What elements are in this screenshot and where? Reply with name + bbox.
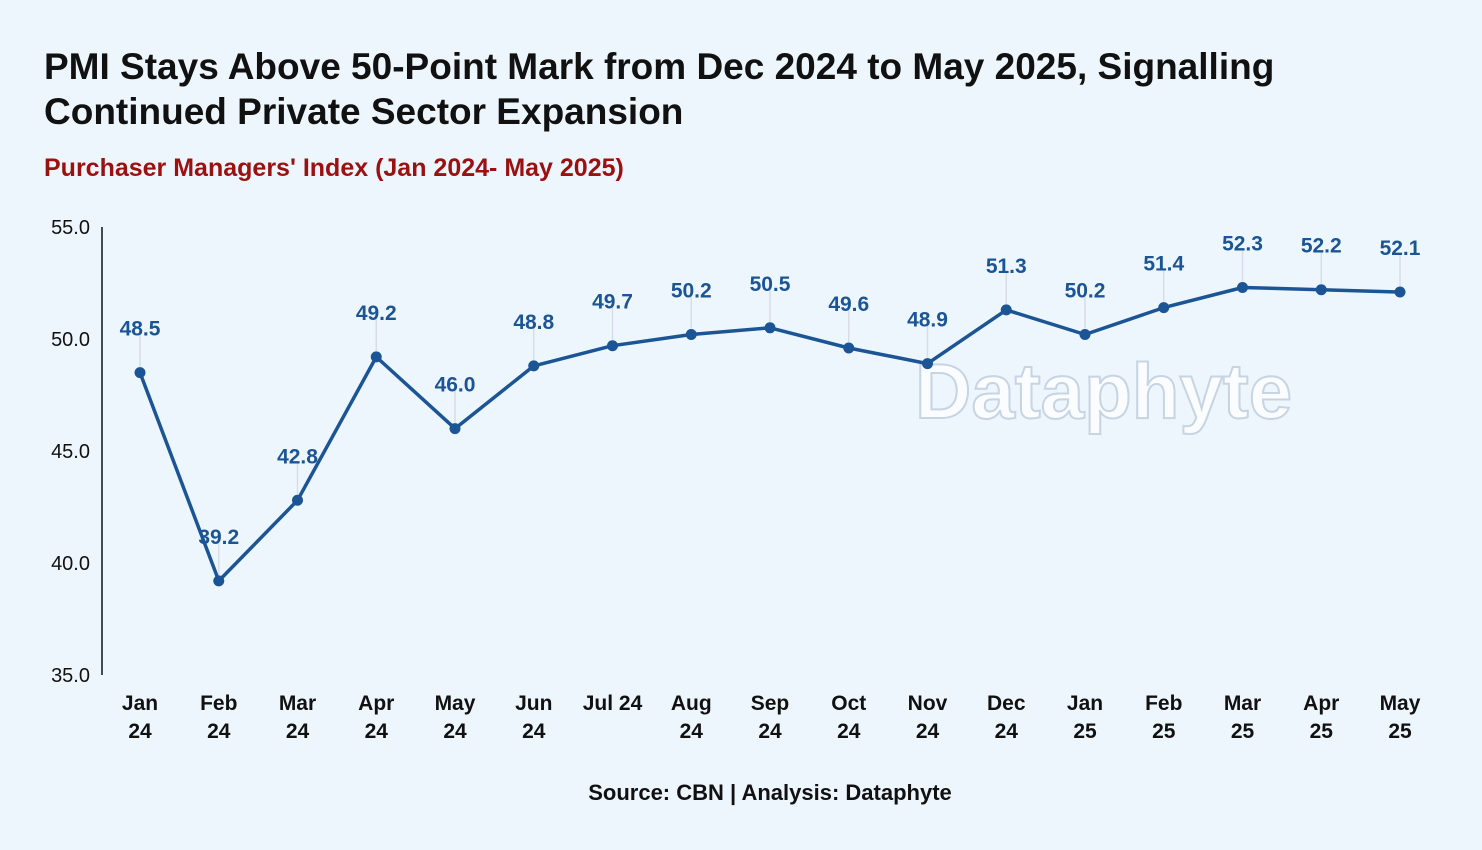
x-tick-label: Aug 24: [671, 692, 712, 743]
data-point: [922, 358, 933, 370]
data-label: 52.3: [1222, 232, 1263, 255]
data-label: 49.6: [828, 293, 869, 316]
data-label: 39.2: [198, 526, 239, 549]
x-tick-label: Apr 25: [1303, 692, 1339, 743]
data-label: 42.8: [277, 445, 318, 468]
data-label: 50.2: [671, 280, 712, 303]
data-label: 50.5: [750, 273, 791, 296]
label-leader-lines: [139, 249, 1401, 575]
data-label: 50.2: [1065, 280, 1106, 303]
x-tick-label: Nov 24: [908, 692, 948, 743]
y-tick-label: 55.0: [51, 217, 90, 239]
data-point: [213, 575, 225, 587]
data-label: 49.7: [592, 291, 633, 314]
y-tick-label: 40.0: [51, 553, 90, 575]
x-tick-label: May 24: [435, 692, 476, 743]
data-labels: 48.5 39.2 42.8 49.2 46.0 48.8 49.7 50.2 50.5 49.6…: [120, 232, 1421, 548]
data-point: [134, 367, 146, 379]
data-point: [292, 494, 303, 506]
x-tick-label: Mar 24: [279, 692, 316, 743]
data-label: 48.5: [120, 318, 161, 341]
data-point: [1000, 304, 1012, 316]
y-axis-ticks: 35.0 40.0 45.0 50.0 55.0: [51, 217, 90, 687]
source-note: Source: CBN | Analysis: Dataphyte: [588, 780, 952, 805]
y-tick-label: 45.0: [51, 441, 90, 463]
x-tick-label: Sep 24: [751, 692, 790, 743]
x-tick-label: Apr 24: [358, 692, 394, 743]
data-point: [843, 342, 855, 354]
x-tick-label: Jun 24: [515, 692, 552, 743]
x-tick-label: Jan 24: [122, 692, 158, 743]
data-point: [685, 329, 697, 341]
watermark-logo: Dataphyte: [915, 347, 1292, 435]
data-point: [1394, 286, 1406, 298]
data-point: [1237, 281, 1248, 293]
data-label: 52.2: [1301, 235, 1342, 258]
data-point: [607, 340, 618, 352]
x-tick-label: May 25: [1380, 692, 1421, 743]
data-point: [528, 360, 540, 372]
data-label: 49.2: [356, 302, 397, 325]
data-point: [1315, 284, 1327, 296]
data-label: 51.3: [986, 255, 1027, 278]
x-axis-ticks: Jan 24 Feb 24 Mar 24 Apr 24 May 24 Jun 24 Jul 24 Aug 2…: [122, 692, 1421, 743]
data-label: 48.9: [907, 309, 948, 332]
y-tick-label: 35.0: [51, 665, 90, 687]
data-label: 51.4: [1143, 253, 1184, 276]
y-tick-label: 50.0: [51, 329, 90, 351]
x-tick-label: Dec 24: [987, 692, 1026, 743]
data-label: 46.0: [435, 374, 476, 397]
data-point: [370, 351, 382, 363]
x-tick-label: Oct 24: [831, 692, 866, 743]
data-points: [134, 281, 1406, 587]
x-tick-label: Feb 24: [200, 692, 237, 743]
chart-subtitle: Purchaser Managers' Index (Jan 2024- May…: [44, 154, 624, 182]
x-tick-label: Mar 25: [1224, 692, 1261, 743]
x-tick-label: Jan 25: [1067, 692, 1103, 743]
chart-title: PMI Stays Above 50-Point Mark from Dec 2…: [44, 46, 1275, 132]
data-point: [764, 322, 776, 334]
data-point: [1079, 329, 1091, 341]
data-label: 48.8: [513, 311, 554, 334]
x-tick-label: Feb 25: [1145, 692, 1182, 743]
x-tick-label: Jul 24: [583, 692, 643, 715]
data-point: [449, 423, 461, 435]
data-label: 52.1: [1380, 237, 1421, 260]
data-point: [1158, 302, 1170, 314]
